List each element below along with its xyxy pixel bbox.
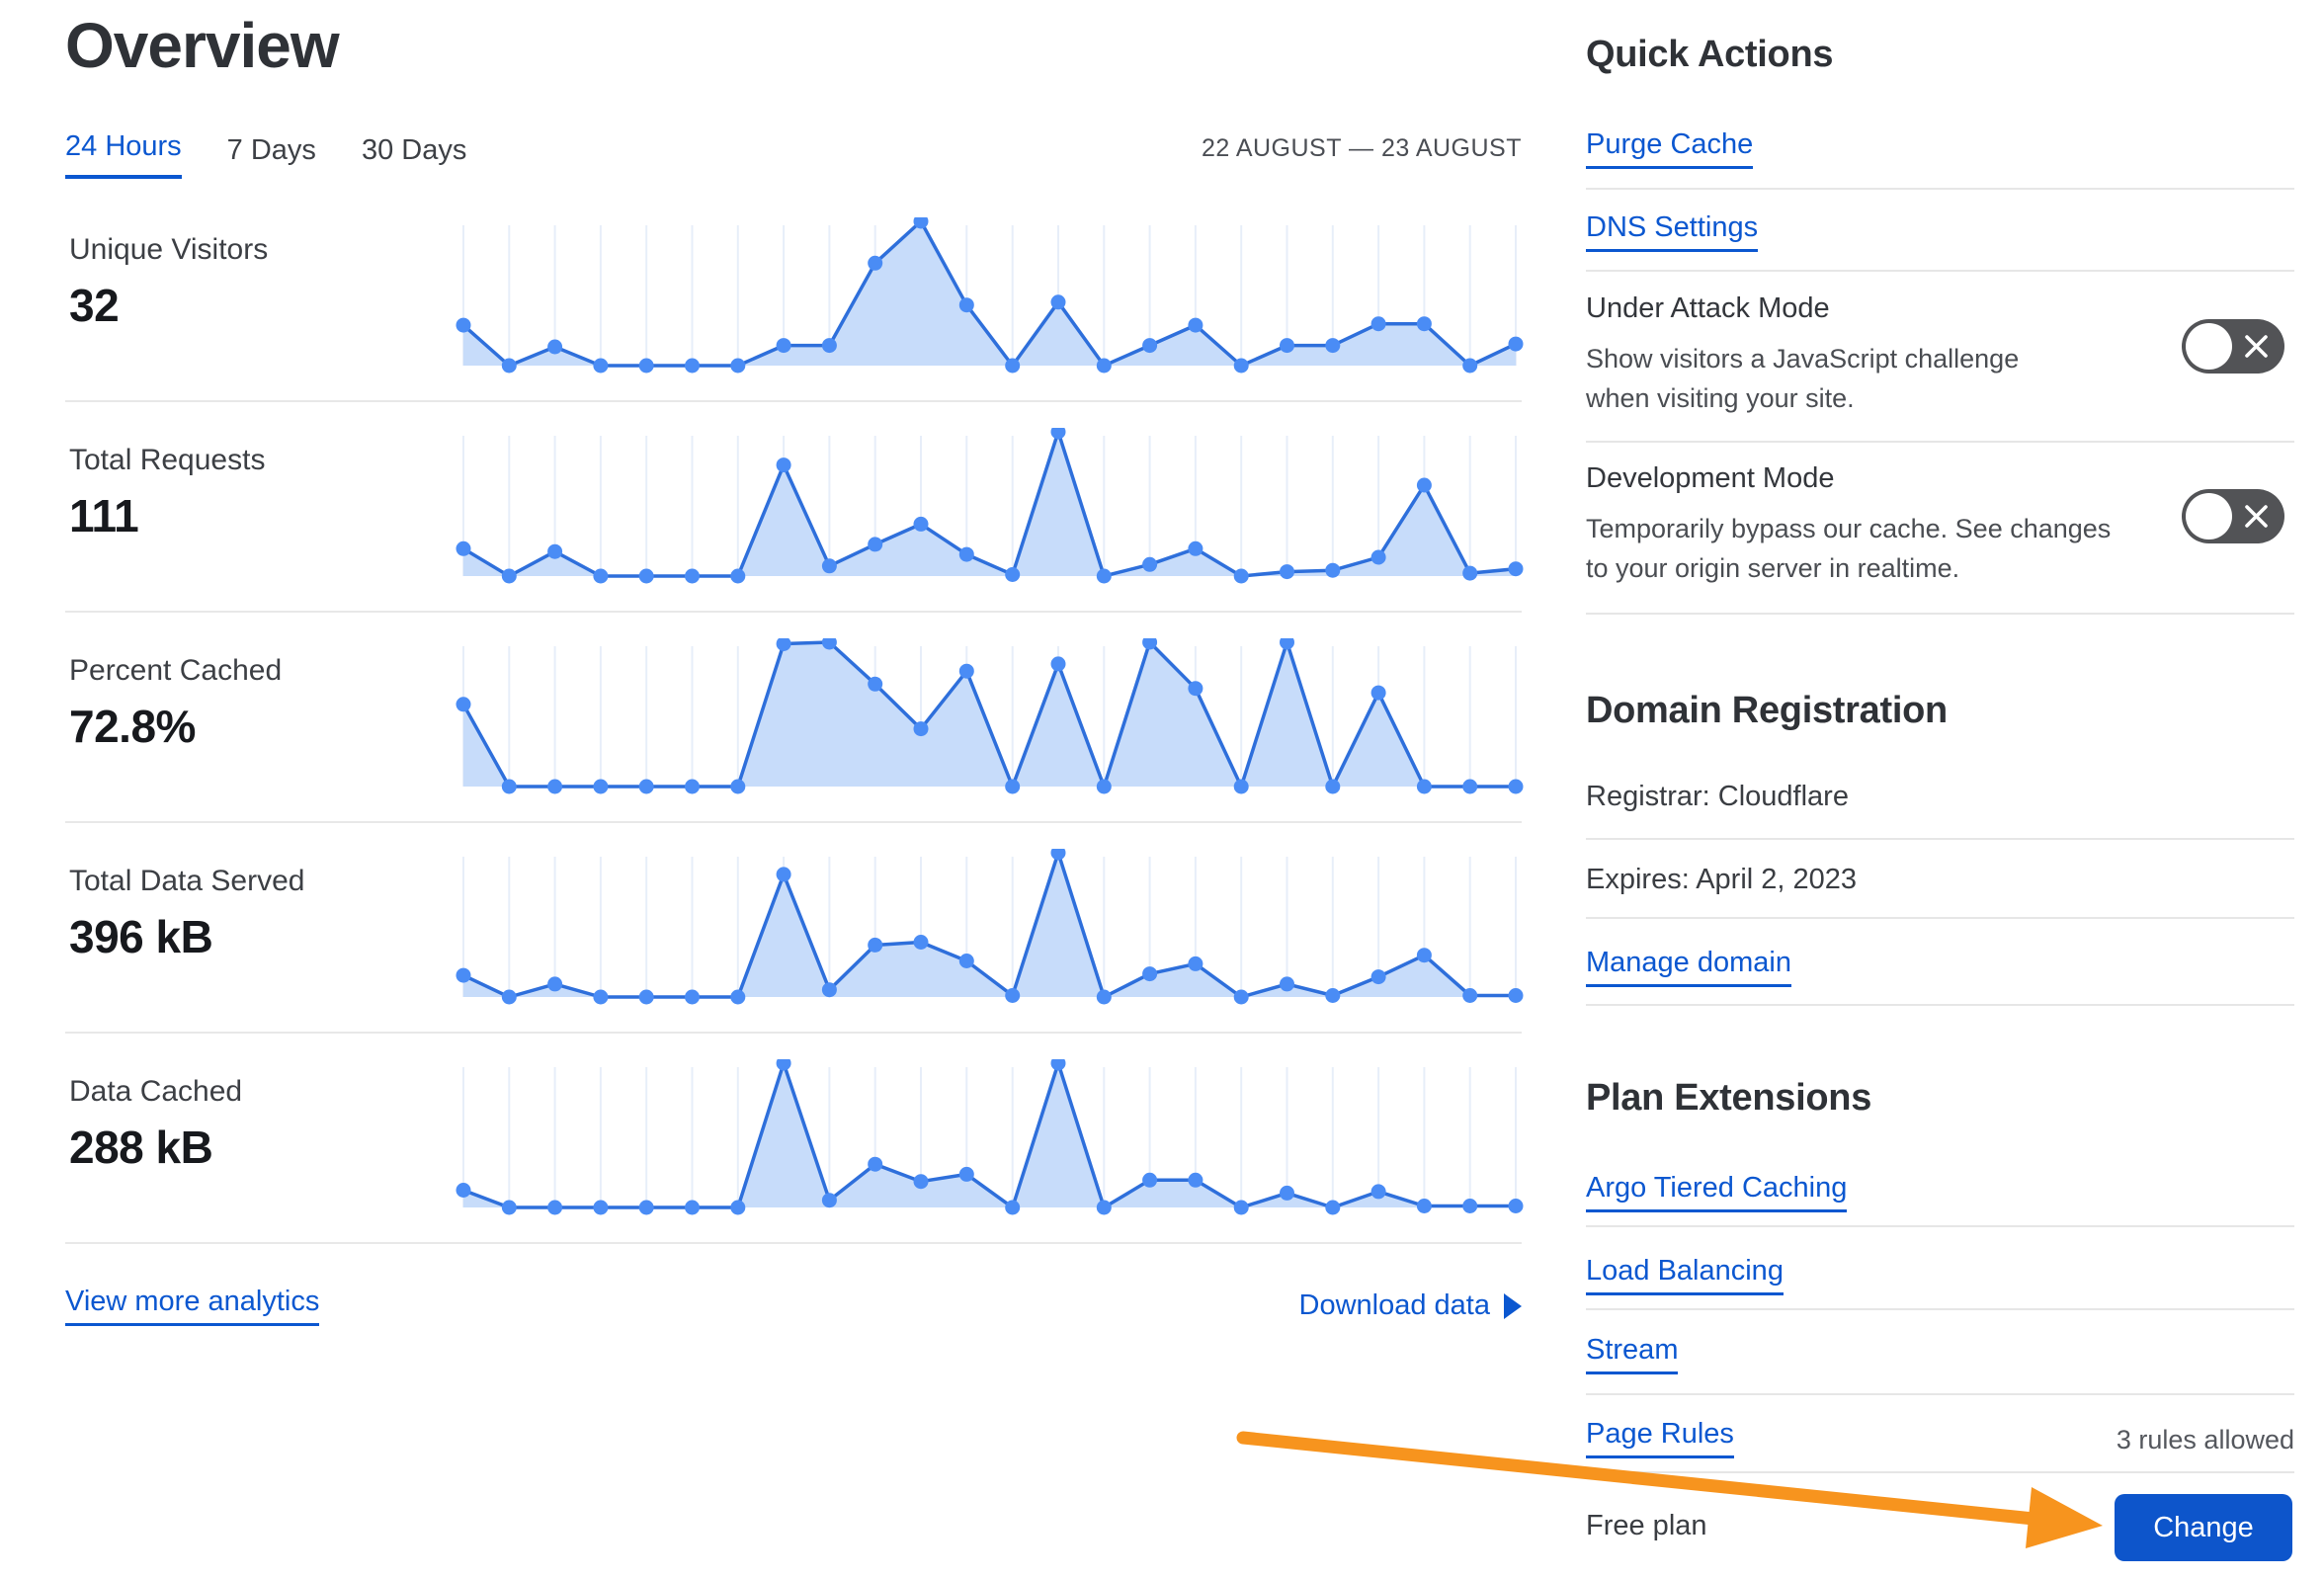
current-plan-label: Free plan [1586,1510,1707,1541]
under-attack-mode-toggle[interactable] [2182,319,2284,374]
metric-row-unique-visitors: Unique Visitors 32 [65,192,1524,402]
metric-value: 32 [69,280,120,331]
sparkline-chart [456,1059,1524,1215]
purge-cache-link[interactable]: Purge Cache [1586,128,1754,169]
dns-settings-link[interactable]: DNS Settings [1586,211,1759,252]
metric-row-total-data-served: Total Data Served 396 kB [65,823,1524,1034]
download-data-label: Download data [1298,1289,1490,1321]
toggle-knob [2186,323,2232,370]
main-content: Overview 24 Hours 7 Days 30 Days 22 AUGU… [65,0,1524,1326]
tab-30-days[interactable]: 30 Days [361,134,467,166]
divider [1586,188,2294,190]
plan-extensions-title: Plan Extensions [1586,1077,1872,1119]
quick-actions-title: Quick Actions [1586,34,1834,75]
sparkline-chart [456,638,1524,794]
development-mode-toggle[interactable] [2182,489,2284,543]
divider [1586,917,2294,919]
metric-row-data-cached: Data Cached 288 kB [65,1034,1524,1244]
divider [1586,838,2294,840]
development-mode-block: Development Mode Temporarily bypass our … [1586,462,2119,588]
metric-label: Total Data Served [69,865,305,897]
metric-value: 111 [69,490,139,541]
metric-value: 72.8% [69,701,196,752]
page-rules-allowance: 3 rules allowed [2116,1425,2294,1454]
sparkline-chart [456,849,1524,1005]
date-range-label: 22 AUGUST — 23 AUGUST [1201,134,1522,162]
tab-24-hours[interactable]: 24 Hours [65,130,182,179]
divider [1586,270,2294,272]
metric-row-total-requests: Total Requests 111 [65,402,1524,613]
toggle-knob [2186,493,2232,540]
stream-link[interactable]: Stream [1586,1334,1679,1374]
divider [1586,1471,2294,1473]
metrics-list: Unique Visitors 32 Total Requests 111 Pe… [65,192,1524,1244]
view-more-analytics-link[interactable]: View more analytics [65,1286,320,1326]
x-icon [2245,505,2268,528]
metric-label: Unique Visitors [69,233,269,266]
sparkline-chart [456,217,1524,374]
download-data-link[interactable]: Download data [1299,1289,1522,1322]
domain-registration-title: Domain Registration [1586,690,1948,731]
triangle-right-icon [1504,1292,1522,1319]
divider [1586,441,2294,443]
metric-row-percent-cached: Percent Cached 72.8% [65,613,1524,823]
page-title: Overview [65,10,340,81]
page-rules-link[interactable]: Page Rules [1586,1418,1734,1458]
manage-domain-link[interactable]: Manage domain [1586,947,1791,987]
registrar-value: Registrar: Cloudflare [1586,781,1849,812]
x-icon [2245,335,2268,358]
divider [1586,1225,2294,1227]
expires-value: Expires: April 2, 2023 [1586,864,1858,895]
metric-value: 288 kB [69,1122,213,1173]
under-attack-mode-title: Under Attack Mode [1586,292,1830,324]
under-attack-mode-block: Under Attack Mode Show visitors a JavaSc… [1586,292,2060,418]
sparkline-chart [456,428,1524,584]
divider [1586,613,2294,615]
metric-label: Total Requests [69,444,266,476]
argo-tiered-caching-link[interactable]: Argo Tiered Caching [1586,1172,1848,1212]
time-range-tabs: 24 Hours 7 Days 30 Days 22 AUGUST — 23 A… [65,130,1522,179]
divider [1586,1308,2294,1310]
analytics-footer: View more analytics Download data [65,1286,1522,1326]
divider [1586,1004,2294,1006]
metric-label: Data Cached [69,1075,243,1108]
load-balancing-link[interactable]: Load Balancing [1586,1255,1784,1295]
change-plan-button[interactable]: Change [2115,1494,2292,1561]
tab-7-days[interactable]: 7 Days [226,134,316,166]
development-mode-description: Temporarily bypass our cache. See change… [1586,514,2112,583]
divider [1586,1393,2294,1395]
development-mode-title: Development Mode [1586,462,1835,494]
metric-value: 396 kB [69,911,213,962]
metric-label: Percent Cached [69,654,283,687]
under-attack-mode-description: Show visitors a JavaScript challenge whe… [1586,344,2020,413]
sidebar: Quick Actions Purge Cache DNS Settings U… [1586,0,2294,1579]
